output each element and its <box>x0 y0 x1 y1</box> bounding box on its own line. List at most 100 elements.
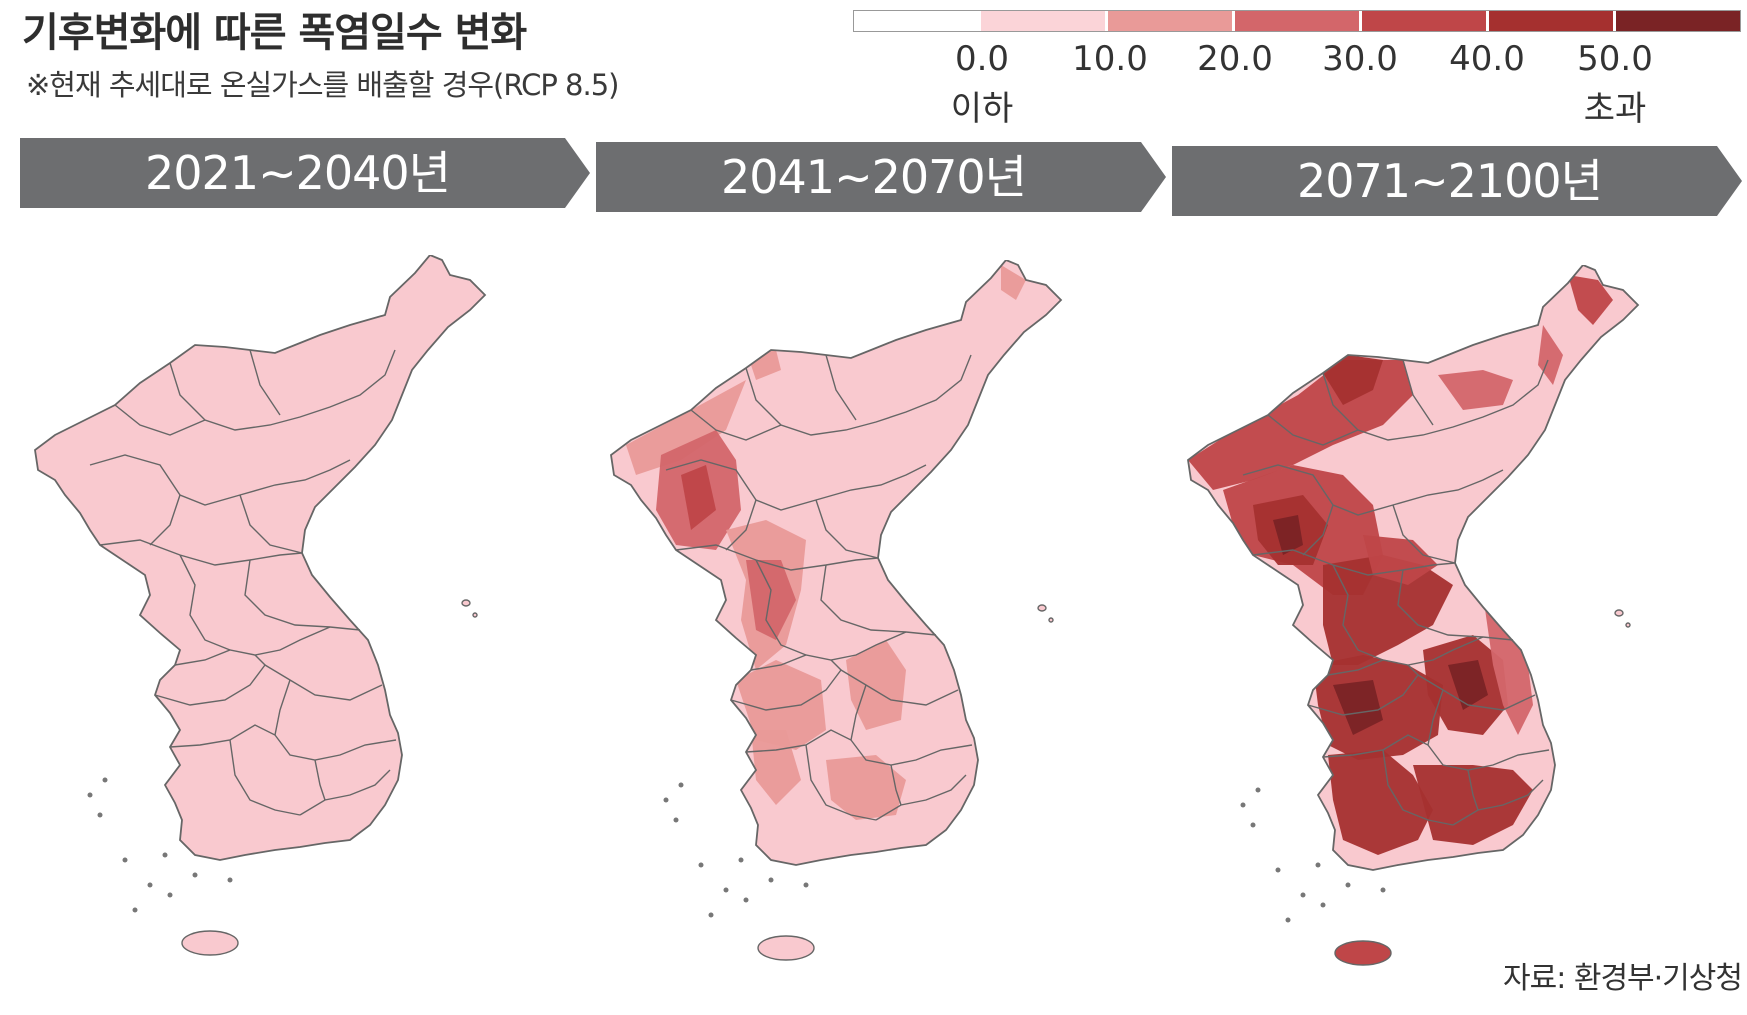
small-island <box>192 872 198 878</box>
land-base <box>35 255 485 860</box>
province-border <box>850 684 867 741</box>
province-border <box>264 664 383 701</box>
jeju-island <box>1334 940 1392 966</box>
period-label: 2041~2070년 <box>721 150 1027 204</box>
province-border <box>690 409 782 441</box>
legend-swatch <box>1362 11 1486 31</box>
heat-region <box>1273 515 1303 555</box>
heat-region <box>1438 370 1513 410</box>
period-banner-2071-2100: 2071~2100년 <box>1172 146 1742 216</box>
province-border <box>1392 504 1456 564</box>
province-border <box>730 659 842 711</box>
heat-region <box>1568 275 1613 325</box>
heat-region <box>1483 595 1533 735</box>
small-island <box>1275 867 1281 873</box>
legend-swatch <box>1616 11 1740 31</box>
map-2071-2100 <box>1187 265 1640 966</box>
jeju-island <box>181 930 239 956</box>
province-border <box>745 354 972 436</box>
small-island <box>678 782 684 788</box>
small-island <box>162 852 168 858</box>
island <box>1614 609 1624 617</box>
jeju-island <box>757 935 815 961</box>
province-border <box>299 769 391 816</box>
province-border <box>755 559 807 656</box>
legend-swatch <box>981 11 1105 31</box>
island <box>461 599 471 607</box>
small-island <box>673 817 679 823</box>
legend-label-20: 20.0 <box>1197 39 1273 79</box>
island <box>472 612 478 618</box>
small-island <box>87 792 93 798</box>
province-border <box>1452 779 1544 826</box>
map-2041-2070 <box>610 260 1063 961</box>
period-label: 2021~2040년 <box>145 146 451 200</box>
heat-region <box>681 465 716 530</box>
legend-label-50: 50.0 초과 <box>1577 39 1653 129</box>
heat-region <box>746 560 796 640</box>
small-island <box>122 857 128 863</box>
province-border <box>1332 564 1384 661</box>
coastline <box>610 260 1063 866</box>
small-island <box>1380 887 1386 893</box>
coastline <box>34 255 487 861</box>
province-border <box>1307 664 1419 716</box>
coastline <box>1187 265 1640 871</box>
small-island <box>97 812 103 818</box>
province-border <box>314 759 326 801</box>
province-border <box>149 494 181 546</box>
province-border <box>169 349 396 431</box>
island <box>1037 604 1047 612</box>
province-border <box>675 544 879 571</box>
province-border <box>1267 414 1359 446</box>
period-banner-2021-2040: 2021~2040년 <box>20 138 590 208</box>
province-border <box>154 654 266 706</box>
province-border <box>875 774 967 821</box>
province-border <box>1252 549 1456 576</box>
province-border <box>244 559 361 631</box>
heat-region <box>736 660 826 750</box>
legend-swatch <box>854 11 978 31</box>
province-border <box>815 499 879 559</box>
small-island <box>132 907 138 913</box>
province-border <box>725 499 757 551</box>
province-border <box>1397 569 1514 641</box>
province-border <box>805 744 877 821</box>
heat-region <box>1448 660 1488 710</box>
small-island <box>723 887 729 893</box>
small-island <box>147 882 153 888</box>
legend-label-30: 30.0 <box>1322 39 1398 79</box>
small-island <box>102 777 108 783</box>
small-island <box>708 912 714 918</box>
province-border <box>1322 359 1549 441</box>
source-note: 자료: 환경부·기상청 <box>1503 961 1743 996</box>
province-border <box>239 494 303 554</box>
small-island <box>768 877 774 883</box>
heat-region <box>826 755 906 820</box>
heat-region <box>1413 765 1533 845</box>
legend-label-10: 10.0 <box>1072 39 1148 79</box>
province-border <box>745 729 973 766</box>
province-border <box>99 539 303 566</box>
heat-region <box>1001 265 1026 300</box>
legend-label-40: 40.0 <box>1449 39 1525 79</box>
small-island <box>663 797 669 803</box>
chart-subtitle: ※현재 추세대로 온실가스를 배출할 경우(RCP 8.5) <box>26 68 619 102</box>
small-island <box>1250 822 1256 828</box>
heat-region <box>751 730 801 805</box>
small-island <box>1315 862 1321 868</box>
heat-region <box>846 640 906 730</box>
arrow-banner-shape <box>20 138 590 208</box>
map-2021-2040 <box>34 255 487 956</box>
heat-region <box>1323 555 1453 665</box>
province-border <box>1417 674 1536 711</box>
province-border <box>1302 504 1334 556</box>
small-island <box>1255 787 1261 793</box>
heat-region <box>1333 680 1383 735</box>
province-border <box>1402 359 1434 426</box>
legend-swatch <box>1489 11 1613 31</box>
arrow-banner-shape <box>596 142 1166 212</box>
legend-swatch <box>1235 11 1359 31</box>
color-legend-bar <box>853 10 1741 32</box>
province-border <box>274 679 291 736</box>
